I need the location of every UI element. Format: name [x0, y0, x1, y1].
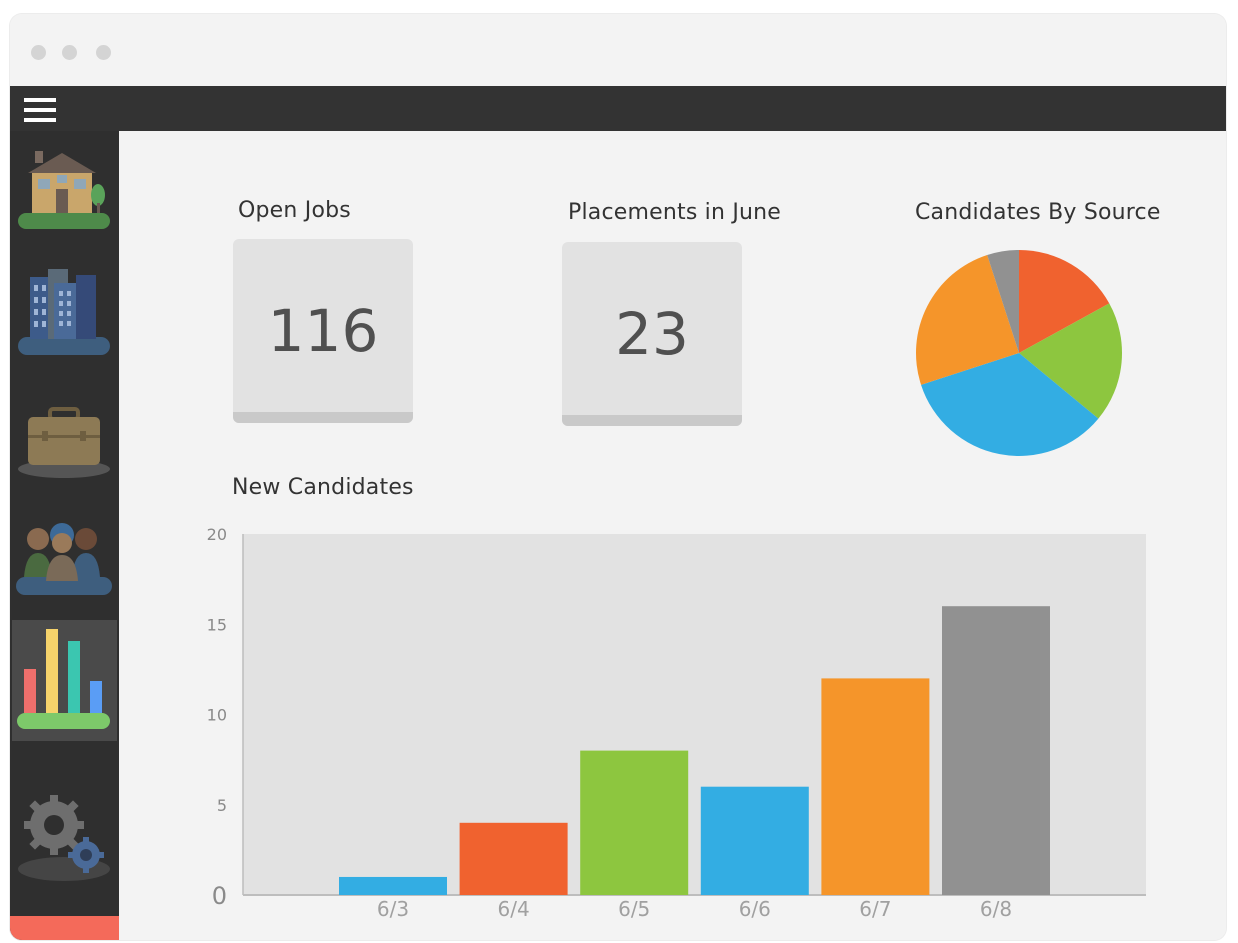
app-window: Open Jobs 116 Placements in June 23 Cand… — [10, 14, 1226, 940]
candidates-by-source-pie-chart — [916, 250, 1122, 456]
bar-chart-icon — [17, 629, 110, 729]
briefcase-icon — [18, 407, 110, 478]
placements-card[interactable]: 23 — [562, 242, 742, 426]
open-jobs-value: 116 — [267, 297, 379, 365]
people-group-icon — [16, 523, 112, 595]
new-candidates-title: New Candidates — [232, 475, 414, 500]
placements-value: 23 — [615, 300, 689, 368]
pie-slice[interactable] — [987, 250, 1019, 353]
pie-slice[interactable] — [916, 255, 1019, 385]
sidebar-item-candidates[interactable] — [12, 485, 117, 603]
candidates-by-source-title: Candidates By Source — [915, 200, 1161, 225]
window-dot-2[interactable] — [62, 45, 77, 60]
x-tick-label: 6/5 — [618, 897, 650, 921]
bar[interactable] — [942, 606, 1050, 895]
pie-slice[interactable] — [1019, 303, 1122, 419]
placements-card-shelf — [562, 415, 742, 426]
new-candidates-bar-chart: 0 5 10 15 20 6/3 6/4 6/5 6/6 6/7 6/8 — [207, 525, 1146, 921]
sidebar-item-settings[interactable] — [12, 771, 117, 891]
y-tick-label: 0 — [212, 882, 227, 910]
hamburger-menu-icon[interactable] — [24, 93, 56, 125]
bar[interactable] — [339, 876, 447, 895]
sidebar-item-jobs[interactable] — [12, 367, 117, 485]
pie-slice[interactable] — [1019, 250, 1110, 353]
window-dot-3[interactable] — [96, 45, 111, 60]
bar[interactable] — [459, 822, 568, 895]
y-tick-label: 15 — [207, 615, 227, 634]
x-tick-label: 6/7 — [859, 897, 891, 921]
sidebar — [10, 131, 119, 940]
bar[interactable] — [821, 678, 930, 895]
y-tick-label: 20 — [207, 525, 227, 544]
bar[interactable] — [700, 786, 809, 895]
house-icon — [18, 151, 110, 229]
y-tick-label: 10 — [207, 706, 227, 725]
sidebar-item-home[interactable] — [12, 131, 117, 249]
title-bar — [10, 14, 1226, 86]
top-nav-bar — [10, 86, 1226, 131]
x-tick-label: 6/4 — [498, 897, 530, 921]
open-jobs-title: Open Jobs — [238, 198, 351, 223]
x-tick-label: 6/6 — [739, 897, 771, 921]
dashboard-content: Open Jobs 116 Placements in June 23 Cand… — [119, 131, 1226, 940]
x-tick-label: 6/3 — [377, 897, 409, 921]
y-tick-label: 5 — [217, 796, 227, 815]
x-tick-label: 6/8 — [980, 897, 1012, 921]
office-buildings-icon — [18, 269, 110, 355]
window-dot-1[interactable] — [31, 45, 46, 60]
placements-title: Placements in June — [568, 200, 782, 225]
gears-icon — [18, 795, 110, 881]
sidebar-item-reports[interactable] — [12, 620, 117, 741]
open-jobs-card-shelf — [233, 412, 413, 423]
bar[interactable] — [580, 750, 689, 895]
sidebar-accent-bar — [10, 916, 119, 940]
sidebar-item-companies[interactable] — [12, 249, 117, 367]
pie-slice[interactable] — [921, 353, 1099, 456]
open-jobs-card[interactable]: 116 — [233, 239, 413, 423]
